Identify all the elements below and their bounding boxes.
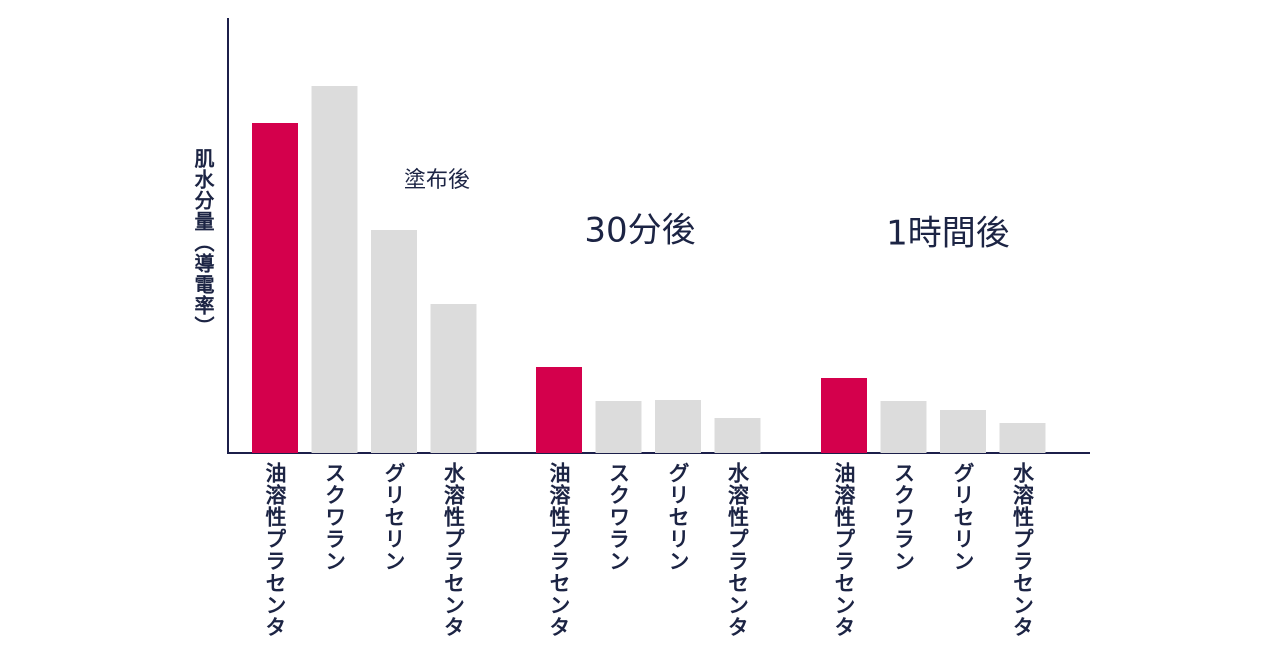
x-tick-label: 水溶性プラセンタ — [441, 462, 466, 638]
bar — [430, 304, 477, 453]
x-tick-label: 油溶性プラセンタ — [263, 462, 287, 638]
x-tick-label: スクワラン — [322, 462, 347, 572]
x-tick-label: グリセリン — [382, 462, 406, 572]
bar — [880, 401, 927, 453]
x-tick-label: グリセリン — [666, 462, 690, 572]
bar — [940, 410, 986, 453]
group-title: 1時間後 — [886, 213, 1010, 254]
x-tick-label: 油溶性プラセンタ — [832, 462, 856, 638]
group-title: 30分後 — [584, 210, 696, 251]
bar — [595, 401, 642, 453]
bar — [252, 123, 298, 453]
y-axis-label: 肌水分量（導電率） — [191, 148, 215, 337]
x-tick-label: 油溶性プラセンタ — [547, 462, 571, 638]
x-tick-label: スクワラン — [891, 462, 916, 572]
group-title: 塗布後 — [403, 168, 471, 193]
x-tick-label: 水溶性プラセンタ — [1010, 462, 1035, 638]
bar — [536, 367, 582, 453]
bar — [999, 423, 1046, 453]
x-tick-label: グリセリン — [951, 462, 975, 572]
bar — [821, 378, 867, 453]
bar — [311, 86, 358, 453]
x-tick-label: 水溶性プラセンタ — [725, 462, 750, 638]
x-tick-label: スクワラン — [606, 462, 631, 572]
bar — [714, 418, 761, 453]
bar — [655, 400, 701, 453]
bar — [371, 230, 417, 453]
